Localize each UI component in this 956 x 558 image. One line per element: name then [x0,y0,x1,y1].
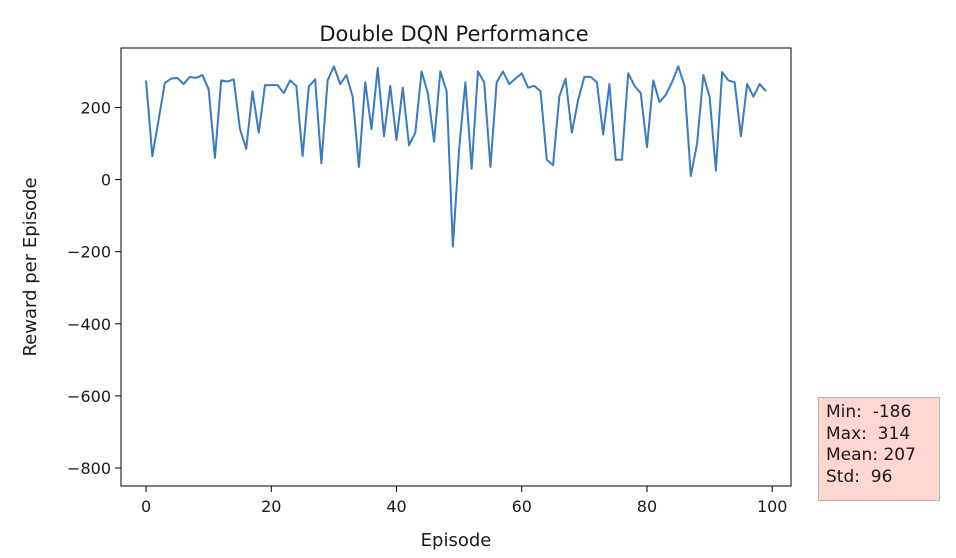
stats-std: Std: 96 [826,466,893,487]
y-tick-label: −600 [67,387,111,406]
y-tick-label: −200 [67,243,111,262]
y-axis: −800 −600 −400 −200 0 200 [67,98,121,478]
y-tick-label: −800 [67,459,111,478]
stats-max: Max: 314 [826,423,911,444]
stats-box: Min: -186 Max: 314 Mean: 207 Std: 96 [818,397,940,501]
x-tick-label: 60 [512,497,532,516]
series-line [145,65,767,248]
y-axis-label: Reward per Episode [20,177,41,356]
stats-min: Min: -186 [826,402,912,422]
x-tick-label: 40 [386,497,406,516]
stats-mean: Mean: 207 [826,445,916,465]
x-tick-label: 100 [757,497,788,516]
x-tick-label: 20 [261,497,281,516]
x-tick-label: 80 [637,497,657,516]
plot-area [145,65,767,248]
x-axis: 0 20 40 60 80 100 [141,486,788,516]
chart-title: Double DQN Performance [319,22,588,46]
y-tick-label: 0 [101,171,111,190]
plot-frame [120,47,792,487]
x-tick-label: 0 [141,497,151,516]
y-tick-label: −400 [67,315,111,334]
y-tick-label: 200 [80,98,111,117]
x-axis-label: Episode [421,530,492,551]
